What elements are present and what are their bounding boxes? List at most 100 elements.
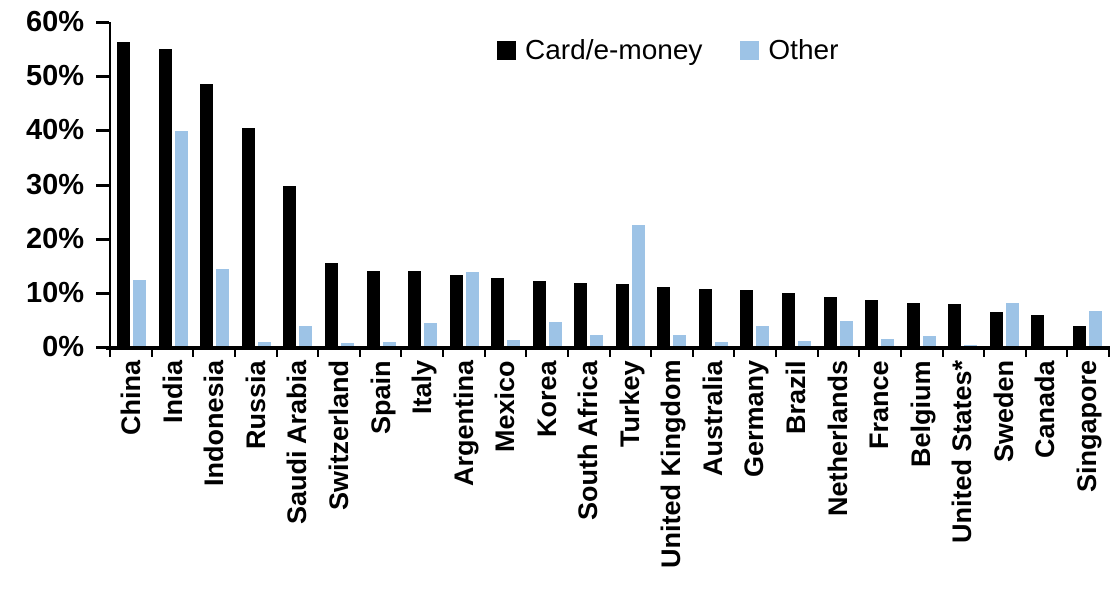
legend-label-other: Other bbox=[768, 34, 839, 65]
bar-group-sweden bbox=[983, 22, 1025, 347]
x-axis-label-sweden: Sweden bbox=[988, 360, 1019, 463]
category-tick-mark bbox=[275, 350, 278, 357]
category-tick-mark bbox=[358, 350, 361, 357]
category-tick-mark bbox=[691, 350, 694, 357]
bar-other-russia bbox=[257, 341, 271, 347]
bar-other-switzerland bbox=[341, 342, 354, 347]
category-tick-mark bbox=[858, 350, 861, 357]
x-axis-label-turkey: Turkey bbox=[614, 360, 645, 447]
category-tick-mark bbox=[525, 350, 528, 357]
x-axis-label-australia: Australia bbox=[697, 360, 728, 476]
x-label-cell-belgium: Belgium bbox=[900, 360, 942, 590]
x-axis-label-india: India bbox=[157, 360, 188, 424]
x-axis-label-argentina: Argentina bbox=[448, 360, 479, 487]
category-tick-mark bbox=[1108, 350, 1110, 357]
bar-group-turkey bbox=[610, 22, 652, 347]
bar-card-e-money-argentina bbox=[449, 275, 463, 347]
category-tick-mark bbox=[400, 350, 403, 357]
y-tick-label-30: 30% bbox=[25, 168, 84, 201]
bar-card-e-money-russia bbox=[241, 127, 255, 347]
legend-swatch-icon-card-e-money bbox=[497, 40, 516, 60]
bar-card-e-money-singapore bbox=[1072, 325, 1086, 347]
x-label-cell-indonesia: Indonesia bbox=[194, 360, 236, 590]
x-axis-label-united-kingdom: United Kingdom bbox=[656, 360, 687, 569]
x-axis-label-germany: Germany bbox=[739, 360, 770, 478]
x-label-cell-india: India bbox=[153, 360, 195, 590]
bar-group-netherlands bbox=[817, 22, 859, 347]
category-tick-mark bbox=[733, 350, 736, 357]
x-axis-label-russia: Russia bbox=[240, 360, 271, 449]
category-tick-mark bbox=[150, 350, 153, 357]
bar-group-korea bbox=[526, 22, 568, 347]
bar-other-china bbox=[133, 280, 147, 347]
bar-group-saudi-arabia bbox=[277, 22, 319, 347]
y-tick-mark bbox=[96, 183, 109, 187]
bar-group-russia bbox=[236, 22, 278, 347]
bar-other-belgium bbox=[922, 336, 936, 347]
bar-group-italy bbox=[402, 22, 444, 347]
x-axis-label-brazil: Brazil bbox=[781, 360, 811, 434]
x-axis-label-singapore: Singapore bbox=[1071, 360, 1102, 493]
bar-other-sweden bbox=[1005, 303, 1019, 347]
bar-card-e-money-sweden bbox=[989, 311, 1003, 347]
legend-swatch-icon-other bbox=[740, 40, 760, 60]
x-label-cell-spain: Spain bbox=[360, 360, 402, 590]
y-tick-label-60: 60% bbox=[25, 6, 84, 38]
x-label-cell-france: France bbox=[859, 360, 901, 590]
bar-group-indonesia bbox=[194, 22, 236, 347]
legend-label-card-e-money: Card/e-money bbox=[525, 34, 703, 65]
bar-group-brazil bbox=[776, 22, 818, 347]
y-tick-label-10: 10% bbox=[25, 276, 84, 309]
bar-other-indonesia bbox=[216, 268, 230, 347]
y-tick-mark bbox=[96, 75, 109, 79]
bar-group-germany bbox=[734, 22, 776, 347]
x-axis-label-belgium: Belgium bbox=[905, 360, 936, 467]
bar-other-turkey bbox=[631, 224, 645, 347]
x-label-cell-canada: Canada bbox=[1025, 360, 1067, 590]
category-tick-mark bbox=[233, 350, 236, 357]
bar-card-e-money-united-states bbox=[948, 304, 962, 347]
bar-card-e-money-canada bbox=[1031, 314, 1045, 347]
bar-card-e-money-mexico bbox=[491, 277, 505, 347]
plot-area bbox=[111, 22, 1108, 347]
bar-card-e-money-switzerland bbox=[325, 262, 338, 347]
bar-group-switzerland bbox=[319, 22, 361, 347]
bar-other-south-africa bbox=[590, 334, 604, 347]
x-axis-label-switzerland: Switzerland bbox=[323, 360, 354, 511]
category-tick-mark bbox=[899, 350, 902, 357]
category-tick-mark bbox=[442, 350, 444, 357]
bar-group-china bbox=[111, 22, 153, 347]
x-label-cell-argentina: Argentina bbox=[443, 360, 485, 590]
x-axis-label-saudi-arabia: Saudi Arabia bbox=[282, 360, 313, 525]
bar-group-singapore bbox=[1067, 22, 1109, 347]
x-axis-label-mexico: Mexico bbox=[490, 360, 521, 452]
category-tick-mark bbox=[566, 350, 569, 357]
x-label-cell-sweden: Sweden bbox=[983, 360, 1025, 590]
x-axis-label-netherlands: Netherlands bbox=[822, 360, 853, 517]
bar-card-e-money-china bbox=[117, 41, 131, 347]
x-label-cell-china: China bbox=[111, 360, 153, 590]
bar-other-france bbox=[881, 338, 895, 347]
x-label-cell-brazil: Brazil bbox=[776, 360, 818, 590]
bar-group-south-africa bbox=[568, 22, 610, 347]
category-tick-mark bbox=[483, 350, 486, 357]
bar-card-e-money-spain bbox=[366, 270, 380, 347]
bar-card-e-money-saudi-arabia bbox=[283, 185, 297, 347]
bar-other-australia bbox=[714, 341, 728, 347]
bar-card-e-money-australia bbox=[698, 289, 712, 347]
bar-group-india bbox=[153, 22, 195, 347]
bar-card-e-money-belgium bbox=[906, 302, 920, 347]
y-tick-label-50: 50% bbox=[25, 60, 84, 93]
bar-card-e-money-turkey bbox=[615, 284, 629, 347]
y-tick-mark bbox=[96, 237, 109, 241]
legend-item-other: Other bbox=[740, 36, 838, 64]
y-tick-mark bbox=[96, 346, 109, 349]
x-axis-label-korea: Korea bbox=[531, 360, 562, 437]
bar-other-argentina bbox=[465, 272, 479, 347]
category-tick-mark bbox=[317, 350, 320, 357]
x-label-cell-turkey: Turkey bbox=[610, 360, 652, 590]
bar-card-e-money-brazil bbox=[782, 292, 796, 347]
y-tick-mark bbox=[96, 21, 109, 24]
bar-group-canada bbox=[1025, 22, 1067, 347]
